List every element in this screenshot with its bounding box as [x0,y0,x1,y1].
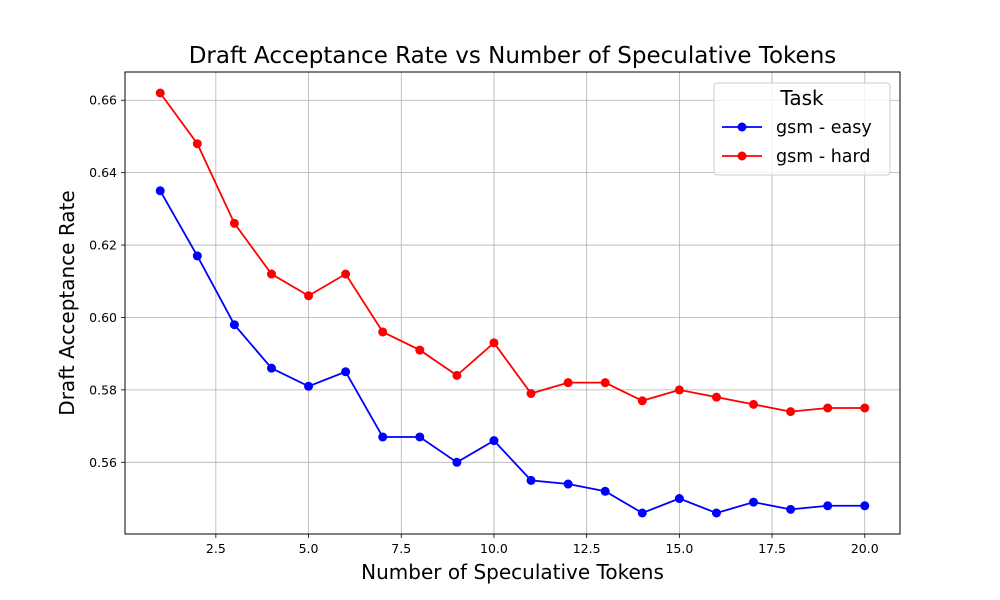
data-point-gsm-easy [600,486,610,496]
data-point-gsm-easy [563,479,573,489]
y-tick-label: 0.62 [89,238,117,253]
x-axis-label: Number of Speculative Tokens [361,560,664,584]
data-point-gsm-hard [489,338,499,348]
ticks: 2.5 5.0 7.5 10.0 12.5 15.0 17.5 20.0 0.56 0.58 0.6… [89,93,879,556]
data-point-gsm-hard [786,407,796,417]
data-point-gsm-hard [637,396,647,406]
data-point-gsm-hard [415,345,425,355]
data-point-gsm-hard [563,378,573,388]
chart-title: Draft Acceptance Rate vs Number of Specu… [189,43,837,69]
data-point-gsm-easy [304,381,314,391]
legend-marker-gsm-easy [737,122,747,132]
y-tick-label: 0.64 [89,165,117,180]
data-point-gsm-hard [452,370,462,380]
legend-label-gsm-hard: gsm - hard [776,147,871,167]
data-point-gsm-easy [823,501,833,511]
legend-box [713,82,891,176]
series-line-gsm-easy [159,190,865,514]
data-point-gsm-hard [378,327,388,337]
y-axis-label: Draft Acceptance Rate [55,190,79,415]
data-point-gsm-easy [526,475,536,485]
data-point-gsm-easy [266,363,276,373]
x-tick-label: 5.0 [299,541,319,556]
data-point-gsm-hard [304,291,314,301]
data-point-gsm-easy [415,432,425,442]
data-point-gsm-hard [266,269,276,279]
x-tick-label: 12.5 [573,541,601,556]
legend-label-gsm-easy: gsm - easy [776,118,872,138]
data-point-gsm-hard [341,269,351,279]
data-point-gsm-easy [155,186,165,196]
x-tick-label: 20.0 [851,541,879,556]
data-point-gsm-easy [192,251,202,261]
y-tick-label: 0.56 [89,455,117,470]
data-point-gsm-hard [711,392,721,402]
data-point-gsm-easy [489,436,499,446]
x-tick-label: 15.0 [665,541,693,556]
data-point-gsm-easy [749,497,759,507]
data-point-gsm-hard [860,403,870,413]
y-tick-label: 0.58 [89,382,117,397]
data-point-gsm-easy [860,501,870,511]
plot-frame [124,71,901,535]
data-point-gsm-hard [823,403,833,413]
legend-marker-gsm-hard [737,151,747,161]
data-point-gsm-hard [600,378,610,388]
data-point-gsm-easy [674,494,684,504]
legend-title: Task [779,86,824,110]
data-point-gsm-hard [674,385,684,395]
data-point-gsm-easy [229,320,239,330]
data-point-gsm-hard [749,399,759,409]
data-point-gsm-easy [711,508,721,518]
data-point-gsm-hard [526,389,536,399]
grid [125,72,900,534]
data-point-gsm-hard [155,88,165,98]
data-point-gsm-easy [341,367,351,377]
y-tick-label: 0.66 [89,93,117,108]
x-tick-label: 7.5 [391,541,411,556]
data-point-gsm-easy [637,508,647,518]
x-tick-label: 10.0 [480,541,508,556]
legend: Task gsm - easy gsm - hard [713,82,891,176]
x-tick-label: 2.5 [206,541,226,556]
y-tick-label: 0.60 [89,310,117,325]
data-point-gsm-hard [229,218,239,228]
series-line-gsm-hard [159,92,865,413]
x-tick-label: 17.5 [758,541,786,556]
data-point-gsm-easy [378,432,388,442]
data-point-gsm-easy [452,457,462,467]
series-layer [155,88,870,518]
data-point-gsm-hard [192,139,202,149]
data-point-gsm-easy [786,504,796,514]
